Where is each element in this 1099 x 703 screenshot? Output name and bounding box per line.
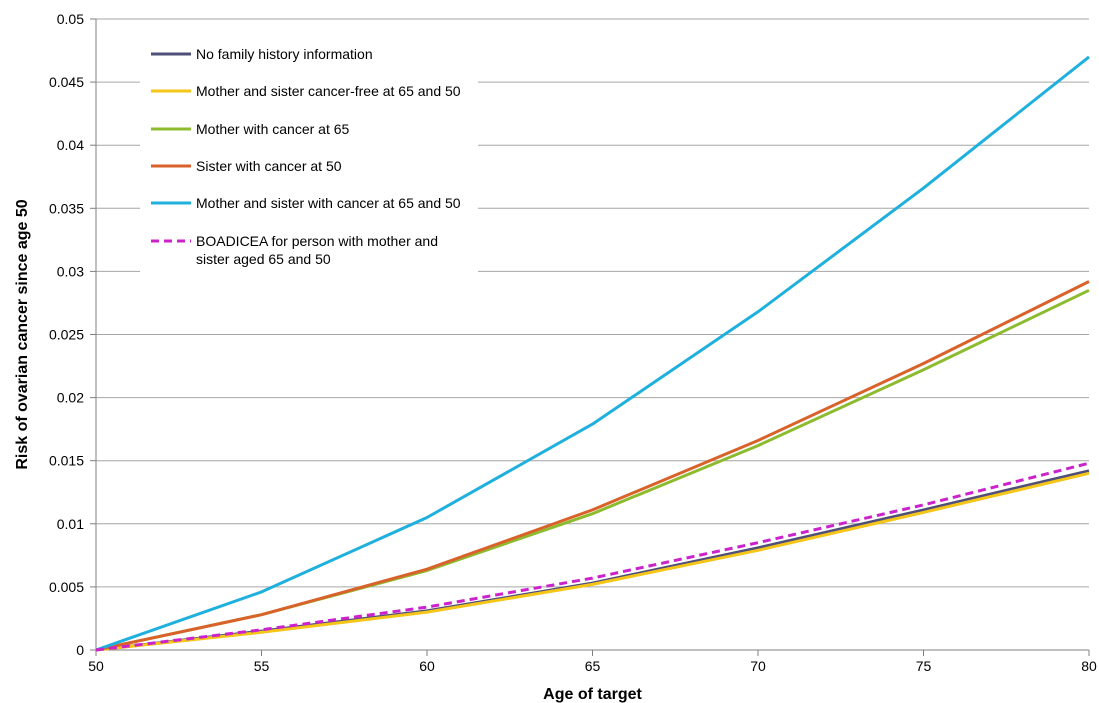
x-axis-title: Age of target: [543, 686, 642, 703]
y-tick-label: 0.035: [49, 200, 84, 216]
x-tick-label: 60: [419, 658, 435, 674]
y-tick-labels: 0 0.005 0.01 0.015 0.02 0.025 0.03 0.035 0.04 0.0…: [49, 11, 84, 658]
y-tick-label: 0.01: [57, 516, 84, 532]
legend-label: Sister with cancer at 50: [196, 158, 342, 174]
y-tick-label: 0.03: [57, 263, 84, 279]
y-tick-label: 0.025: [49, 327, 84, 343]
y-tick-label: 0.005: [49, 579, 84, 595]
y-tick-label: 0: [76, 642, 84, 658]
legend-label: Mother and sister cancer-free at 65 and …: [196, 83, 461, 99]
legend-label: Mother and sister with cancer at 65 and …: [196, 195, 461, 211]
series-line: [95, 288, 1090, 652]
series-line: [95, 469, 1090, 652]
legend-label: Mother with cancer at 65: [196, 121, 350, 137]
x-tick-labels: 50 55 60 65 70 75 80: [88, 658, 1097, 674]
legend-label: No family history information: [196, 46, 373, 62]
x-tick-label: 75: [916, 658, 932, 674]
axes: [95, 19, 1090, 656]
series-line: [95, 461, 1090, 652]
x-tick-label: 80: [1081, 658, 1097, 674]
x-tick-label: 65: [585, 658, 601, 674]
legend-box: [140, 35, 478, 275]
y-axis-title: Risk of ovarian cancer since age 50: [14, 199, 31, 469]
series-line: [95, 471, 1090, 652]
x-tick-label: 50: [88, 658, 104, 674]
series-line: [95, 280, 1090, 652]
x-tick-label: 55: [254, 658, 270, 674]
x-tick-label: 70: [750, 658, 766, 674]
y-tick-label: 0.045: [49, 74, 84, 90]
y-tick-label: 0.02: [57, 390, 84, 406]
legend: No family history information Mother and …: [140, 35, 478, 275]
series-lines: [95, 55, 1090, 652]
y-tick-label: 0.05: [57, 11, 84, 27]
series-line: [95, 55, 1090, 652]
y-tick-label: 0.04: [57, 137, 84, 153]
legend-label: sister aged 65 and 50: [196, 251, 331, 267]
legend-label: BOADICEA for person with mother and: [196, 233, 438, 249]
y-tick-label: 0.015: [49, 453, 84, 469]
